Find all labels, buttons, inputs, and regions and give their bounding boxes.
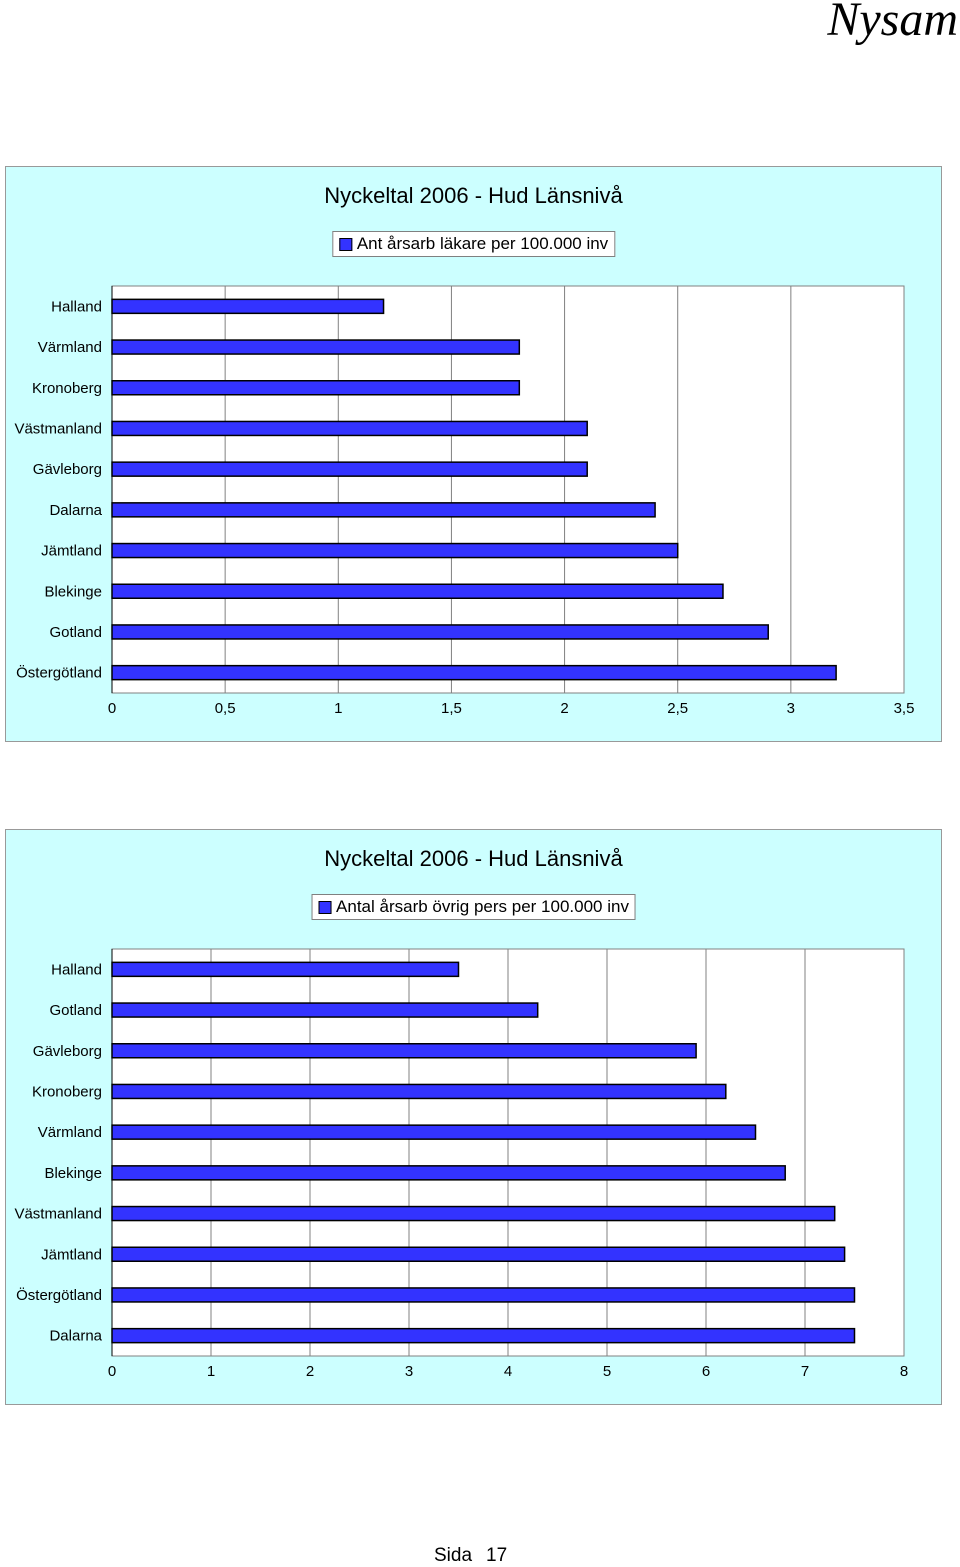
bar <box>111 420 588 437</box>
category-label: Värmland <box>38 1124 102 1141</box>
bar <box>111 380 521 396</box>
bar <box>111 1165 786 1181</box>
chart-legend: Ant årsarb läkare per 100.000 inv <box>331 231 616 257</box>
x-tick-label: 5 <box>603 1363 611 1380</box>
x-tick-label: 4 <box>504 1363 512 1380</box>
bar <box>111 1287 856 1303</box>
x-tick-label: 0 <box>108 700 116 717</box>
bar <box>111 1002 539 1018</box>
category-label: Dalarna <box>49 1328 102 1345</box>
bar <box>111 1205 836 1222</box>
category-label: Blekinge <box>44 1165 102 1182</box>
category-label: Gotland <box>49 1002 102 1019</box>
category-label: Västmanland <box>14 1206 102 1223</box>
x-tick-label: 2 <box>306 1363 314 1380</box>
x-tick-label: 1 <box>207 1363 215 1380</box>
x-tick-label: 3 <box>405 1363 413 1380</box>
bar <box>111 339 521 355</box>
category-label: Östergötland <box>16 1286 102 1304</box>
x-tick-label: 7 <box>801 1363 809 1380</box>
chart-legend: Antal årsarb övrig pers per 100.000 inv <box>311 894 636 920</box>
bar <box>111 1246 846 1262</box>
x-tick-label: 1,5 <box>441 700 462 717</box>
bar <box>111 298 385 315</box>
category-label: Gävleborg <box>33 461 102 478</box>
category-label: Halland <box>51 961 102 978</box>
category-label: Blekinge <box>44 583 102 600</box>
page-label: Sida <box>434 1545 473 1566</box>
legend-label: Antal årsarb övrig pers per 100.000 inv <box>336 897 629 916</box>
category-label: Värmland <box>38 339 102 356</box>
chart-panel-ovrig-pers: Nyckeltal 2006 - Hud Länsnivå Antal årsa… <box>5 829 942 1405</box>
x-tick-label: 3 <box>787 700 795 717</box>
x-tick-label: 8 <box>900 1363 908 1380</box>
chart-title: Nyckeltal 2006 - Hud Länsnivå <box>324 183 623 208</box>
bar <box>111 1083 727 1100</box>
bar <box>111 961 460 978</box>
chart-panel-lakare: Nyckeltal 2006 - Hud Länsnivå Ant årsarb… <box>5 166 942 742</box>
legend-label: Ant årsarb läkare per 100.000 inv <box>356 234 609 253</box>
page-footer: Sida 17 <box>434 1545 521 1567</box>
x-tick-label: 2 <box>560 700 568 717</box>
x-tick-label: 0,5 <box>215 700 236 717</box>
category-label: Västmanland <box>14 420 102 437</box>
category-label: Jämtland <box>41 543 102 560</box>
category-label: Kronoberg <box>32 1083 102 1100</box>
bar <box>111 664 837 681</box>
category-label: Gotland <box>49 624 102 641</box>
bar <box>111 461 588 477</box>
category-label: Kronoberg <box>32 380 102 397</box>
bar <box>111 583 724 599</box>
bar <box>111 624 769 640</box>
page-number: 17 <box>486 1545 508 1566</box>
bar <box>111 542 679 559</box>
x-tick-label: 2,5 <box>667 700 688 717</box>
category-label: Dalarna <box>49 502 102 519</box>
x-tick-label: 3,5 <box>894 700 915 717</box>
chart-title: Nyckeltal 2006 - Hud Länsnivå <box>324 846 623 871</box>
bar-plot: 0 1 2 3 4 5 6 7 8 Halland Gotland Gävleborg Kronober… <box>14 948 908 1380</box>
x-tick-label: 6 <box>702 1363 710 1380</box>
bar <box>111 1327 856 1344</box>
bar <box>111 502 656 518</box>
category-label: Östergötland <box>16 664 102 682</box>
bar-plot: 0 0,5 1 1,5 2 2,5 3 3,5 Halland Värmland Kronoberg… <box>14 285 915 717</box>
x-tick-label: 1 <box>334 700 342 717</box>
bar <box>111 1043 697 1059</box>
bar <box>111 1124 757 1140</box>
category-label: Gävleborg <box>33 1043 102 1060</box>
category-label: Halland <box>51 298 102 315</box>
brand-logo-text: Nysam <box>827 0 958 46</box>
legend-swatch <box>338 237 352 251</box>
category-label: Jämtland <box>41 1246 102 1263</box>
x-tick-label: 0 <box>108 1363 116 1380</box>
legend-swatch <box>318 900 332 914</box>
